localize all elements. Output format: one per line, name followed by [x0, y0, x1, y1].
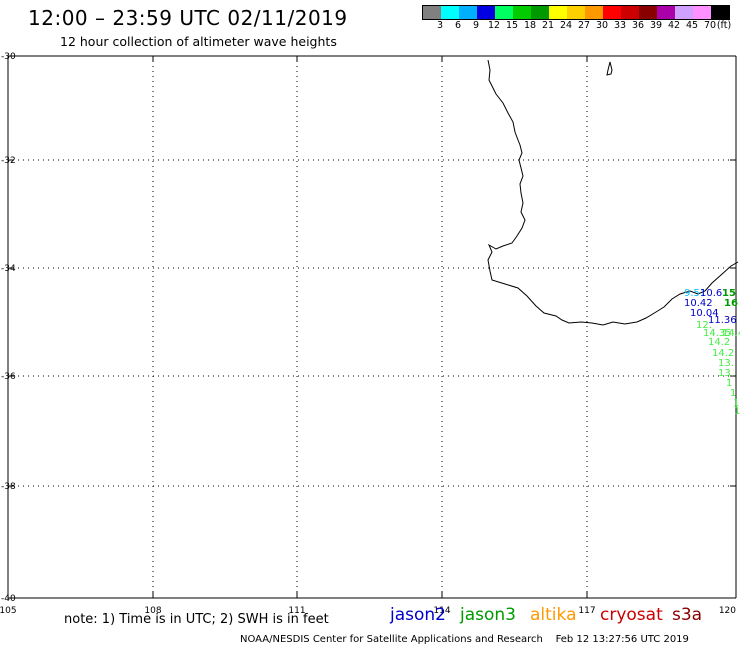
- wave-height-value: 11.36: [708, 315, 737, 326]
- legend-swatch: [423, 6, 441, 19]
- latitude-label: -30: [1, 52, 16, 62]
- latitude-label: -38: [1, 482, 16, 492]
- axis-tick-labels: -30 -32 -34 -36 -38 -40 105 108 111 114 117 120: [0, 52, 736, 616]
- legend-label: 6: [454, 20, 462, 31]
- generation-timestamp: Feb 12 13:27:56 UTC 2019: [555, 634, 689, 645]
- satellite-s3a: s3a: [672, 605, 703, 625]
- color-scale-labels: 3 6 9 12 15 18 21 24 27 30 33 36 39 42 45 70 (ft): [422, 20, 740, 34]
- satellite-jason3: jason3: [460, 605, 516, 625]
- legend-label: 15: [505, 20, 519, 31]
- legend-label: 24: [559, 20, 573, 31]
- legend-swatch: [639, 6, 657, 19]
- legend-swatch: [585, 6, 603, 19]
- satellite-jason2: jason2: [390, 605, 446, 625]
- latitude-label: -34: [1, 264, 16, 274]
- legend-label: 3: [436, 20, 444, 31]
- latitude-label: -32: [1, 156, 16, 166]
- legend-swatch: [603, 6, 621, 19]
- wave-height-value: 1: [730, 388, 736, 399]
- wave-height-value: 12.: [696, 320, 712, 331]
- map-title: 12:00 – 23:59 UTC 02/11/2019: [28, 6, 348, 30]
- island: [606, 61, 613, 76]
- wave-height-value: 10.04: [690, 308, 719, 319]
- wave-height-value: 14.2: [708, 337, 730, 348]
- longitude-label: 111: [288, 606, 305, 616]
- legend-swatch: [567, 6, 585, 19]
- map-subtitle: 12 hour collection of altimeter wave hei…: [60, 34, 337, 49]
- legend-swatch: [711, 6, 729, 19]
- wave-height-value: 10.42: [684, 298, 713, 309]
- satellite-altika: altika: [530, 605, 577, 625]
- legend-label: 33: [613, 20, 627, 31]
- wave-height-value: 15: [722, 288, 736, 299]
- wave-height-value: 13.: [718, 368, 734, 379]
- legend-label: 9: [472, 20, 480, 31]
- legend-swatch: [513, 6, 531, 19]
- wave-height-value: 10.61: [700, 288, 729, 299]
- longitude-label: 120: [719, 606, 736, 616]
- wave-height-value: 14.35: [703, 328, 732, 339]
- legend-label: 45: [685, 20, 699, 31]
- longitude-label: 114: [433, 606, 450, 616]
- legend-label: 27: [577, 20, 591, 31]
- legend-label: 12: [487, 20, 501, 31]
- legend-swatch: [459, 6, 477, 19]
- legend-label: 70: [703, 20, 717, 31]
- legend-label: 39: [649, 20, 663, 31]
- legend-swatch: [477, 6, 495, 19]
- legend-label: 42: [667, 20, 681, 31]
- legend-swatch: [531, 6, 549, 19]
- wave-height-value: 9.51: [684, 288, 706, 299]
- legend-swatch: [549, 6, 567, 19]
- credit-text: NOAA/NESDIS Center for Satellite Applica…: [240, 634, 543, 645]
- footnote: note: 1) Time is in UTC; 2) SWH is in fe…: [64, 612, 329, 627]
- map-gridlines: [7, 55, 737, 599]
- wave-height-value: 1: [733, 398, 739, 409]
- wave-height-value: 14.47: [722, 328, 740, 339]
- legend-swatch: [441, 6, 459, 19]
- wave-height-value: 16: [724, 298, 738, 309]
- longitude-label: 117: [578, 606, 595, 616]
- credit-line: NOAA/NESDIS Center for Satellite Applica…: [240, 634, 689, 645]
- legend-label: 36: [631, 20, 645, 31]
- legend-swatch: [621, 6, 639, 19]
- wave-height-value: 1: [734, 406, 740, 417]
- wave-height-value: 14.2: [712, 348, 734, 359]
- color-scale-legend: [422, 5, 730, 20]
- latitude-label: -36: [1, 372, 16, 382]
- legend-label: 18: [523, 20, 537, 31]
- legend-swatch: [693, 6, 711, 19]
- coastline: [487, 59, 739, 326]
- legend-label: 30: [595, 20, 609, 31]
- legend-swatch: [657, 6, 675, 19]
- legend-swatch: [495, 6, 513, 19]
- satellite-cryosat: cryosat: [600, 605, 663, 625]
- longitude-label: 105: [0, 606, 17, 616]
- legend-label: 21: [541, 20, 555, 31]
- legend-swatch: [675, 6, 693, 19]
- wave-height-value: 1: [726, 378, 732, 389]
- legend-unit: (ft): [716, 20, 732, 31]
- wave-height-value: 13.: [718, 358, 734, 369]
- longitude-label: 108: [144, 606, 161, 616]
- latitude-label: -40: [1, 594, 16, 604]
